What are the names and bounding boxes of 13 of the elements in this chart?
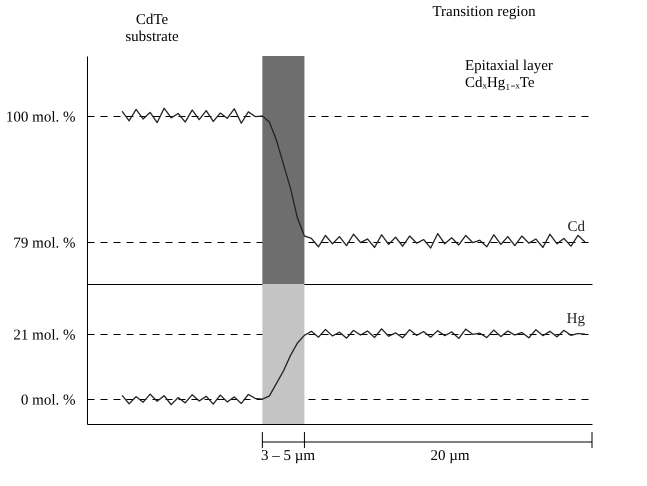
- y-tick-label: 0 mol. %: [20, 392, 76, 409]
- y-tick-label: 100 mol. %: [6, 110, 76, 126]
- y-tick-label: 79 mol. %: [13, 236, 76, 252]
- annotation: Epitaxial layer CdₓHg₁₋ₓTe: [465, 58, 553, 91]
- series-label: Cd: [567, 219, 586, 235]
- line-series: [121, 328, 586, 406]
- series-label: Hg: [566, 311, 586, 328]
- line-series: [121, 108, 586, 249]
- text: Transition region: [432, 4, 536, 20]
- y-tick-label: 21 mol. %: [13, 327, 76, 344]
- text: CdTe substrate: [125, 12, 179, 45]
- text: 3 – 5 µm: [260, 448, 316, 464]
- text: 20 µm: [430, 448, 470, 464]
